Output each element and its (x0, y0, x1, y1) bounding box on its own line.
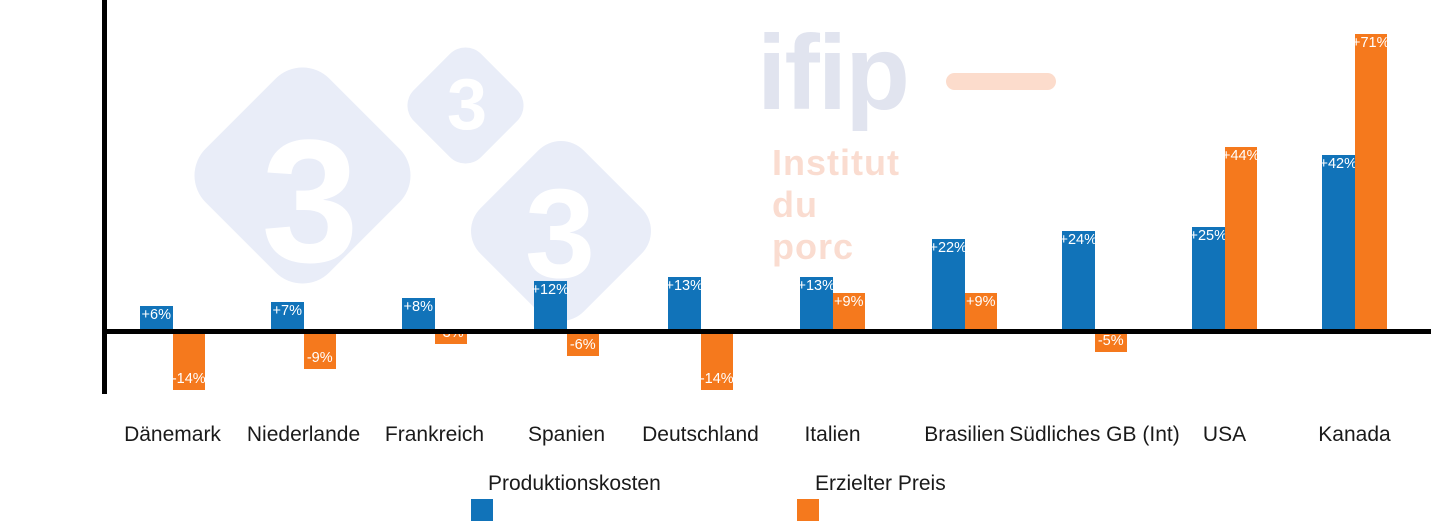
legend-swatch-icon (797, 499, 819, 521)
bar-value-label: +7% (272, 302, 302, 319)
legend-label: Erzielter Preis (815, 472, 946, 495)
bar-value-label: -9% (306, 349, 333, 366)
x-axis-baseline (102, 329, 1431, 334)
bar-produktionskosten-8: +25% (1189, 226, 1228, 331)
diamond-icon (398, 38, 533, 173)
bar-erzielter-preis-3: -6% (566, 331, 599, 357)
bar-erzielter-preis-7: -5% (1094, 331, 1127, 352)
bar-value-label: +6% (141, 306, 171, 323)
bar-produktionskosten-5: +13% (797, 276, 836, 331)
bar-produktionskosten-6: +22% (929, 239, 968, 331)
category-label-3: Spanien (527, 423, 606, 446)
category-label-5: Italien (804, 423, 861, 446)
bar-value-label: -5% (1097, 332, 1124, 349)
bar-value-label: +13% (665, 277, 704, 294)
bar-value-label: +12% (531, 281, 570, 298)
bar-value-label: +8% (403, 298, 433, 315)
category-label-8: USA (1202, 423, 1247, 446)
legend-label: Produktionskosten (488, 472, 661, 495)
ifip-dash-icon (946, 73, 1056, 90)
bar-erzielter-preis-4: -14% (699, 331, 734, 390)
bar-value-label: +25% (1189, 227, 1228, 244)
category-label-0: Dänemark (124, 423, 221, 446)
bar-value-label: +13% (797, 277, 836, 294)
bar-value-label: -14% (699, 370, 734, 387)
bar-value-label: +42% (1319, 156, 1358, 173)
bar-value-label: -14% (171, 370, 206, 387)
bar-erzielter-preis-6: +9% (964, 293, 997, 331)
bar-erzielter-preis-9: +71% (1352, 34, 1390, 331)
bar-erzielter-preis-5: +9% (832, 293, 865, 331)
bar-produktionskosten-9: +42% (1319, 155, 1358, 331)
bar-value-label: +9% (834, 294, 864, 311)
category-label-9: Kanada (1318, 423, 1391, 446)
bar-erzielter-preis-8: +44% (1222, 147, 1260, 331)
category-label-2: Frankreich (384, 423, 485, 446)
bar-value-label: +22% (929, 240, 968, 257)
bar-erzielter-preis-1: -9% (303, 331, 336, 369)
ifip-brand-text: ifip (757, 14, 910, 132)
bar-produktionskosten-2: +8% (402, 297, 435, 331)
bar-produktionskosten-0: +6% (140, 305, 173, 331)
diamond-icon (178, 51, 427, 300)
category-label-6: Brasilien (924, 423, 1005, 446)
ifip-tagline-text: Institut du porc (772, 142, 900, 267)
bar-value-label: +9% (966, 294, 996, 311)
legend-swatch-icon (471, 499, 493, 521)
category-label-1: Niederlande (246, 423, 361, 446)
bar-produktionskosten-1: +7% (271, 301, 304, 331)
bar-produktionskosten-7: +24% (1059, 230, 1098, 331)
digit-3-watermark: 3 (261, 104, 359, 300)
category-label-7: Südliches GB (Int) (1009, 423, 1180, 446)
bar-value-label: -6% (569, 337, 596, 354)
bar-value-label: +71% (1352, 35, 1390, 52)
bar-produktionskosten-4: +13% (665, 276, 704, 331)
y-axis-line (102, 0, 107, 394)
digit-3-watermark: 3 (524, 163, 596, 304)
bar-value-label: +44% (1222, 148, 1260, 165)
digit-3-watermark: 3 (446, 65, 488, 145)
category-label-4: Deutschland (642, 423, 759, 446)
bar-value-label: +24% (1059, 231, 1098, 248)
bar-produktionskosten-3: +12% (531, 280, 570, 331)
bar-erzielter-preis-0: -14% (171, 331, 206, 390)
